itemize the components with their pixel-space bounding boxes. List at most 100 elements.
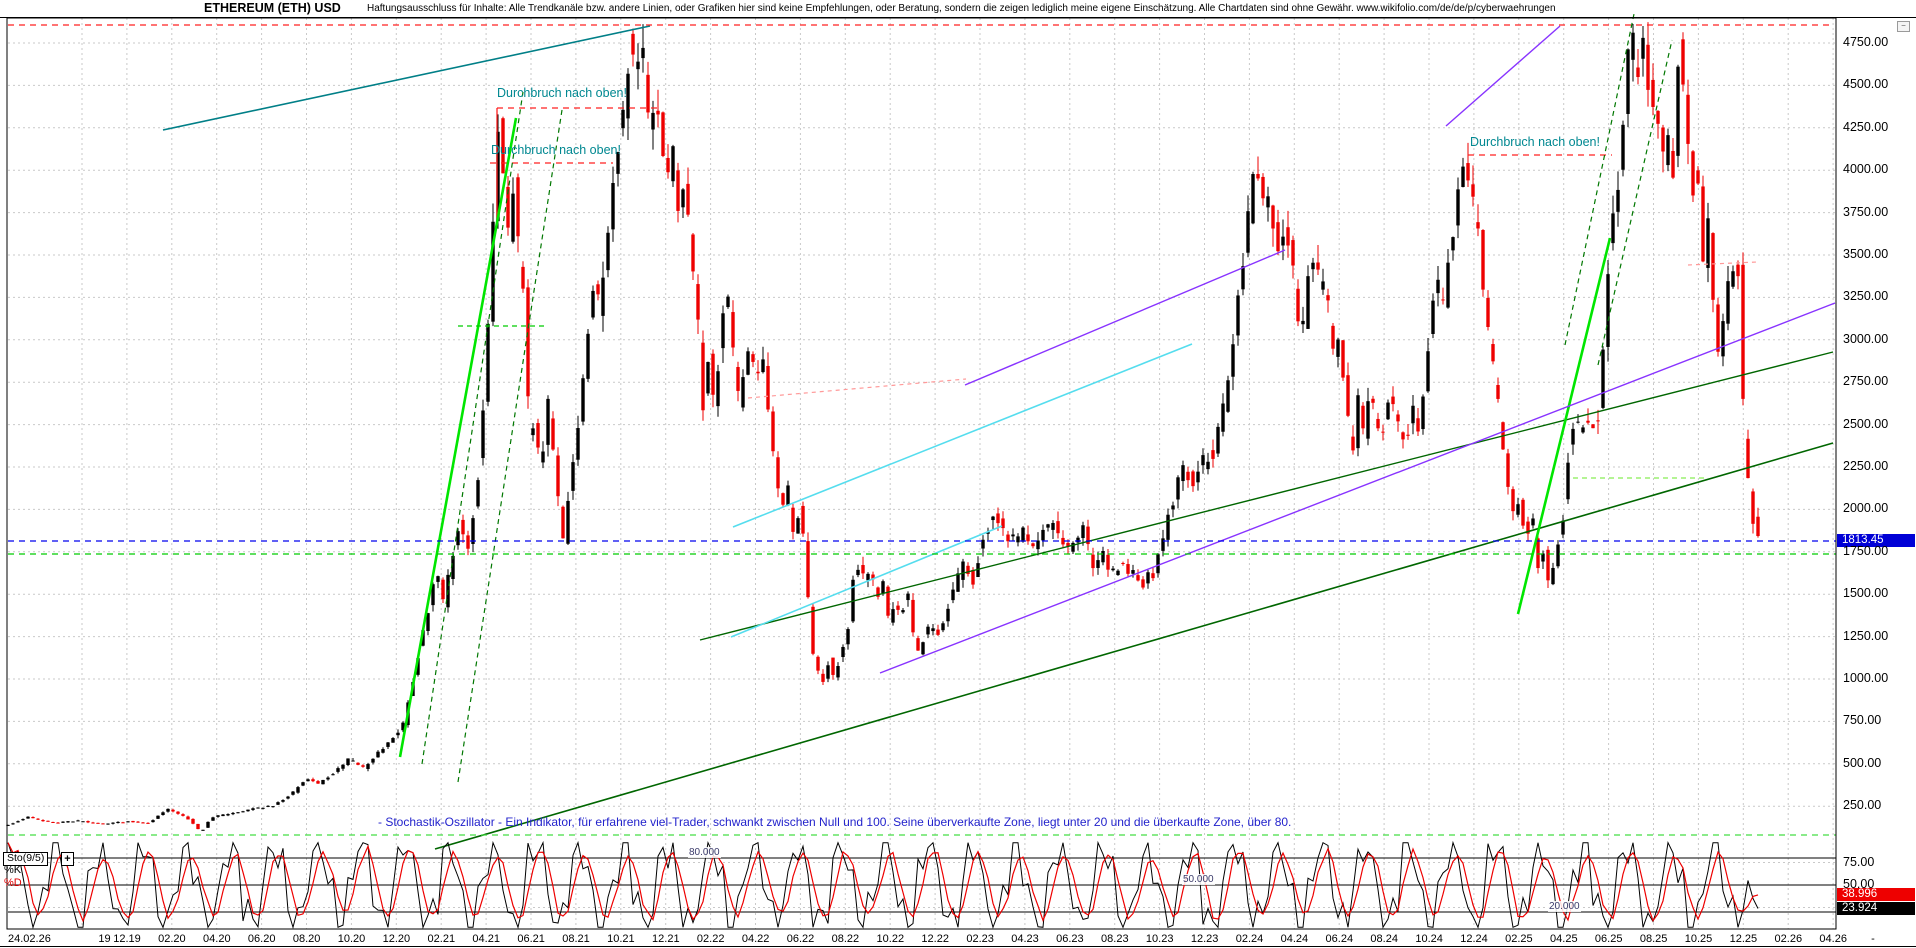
percent-k-label: %K <box>4 864 22 876</box>
breakout-annotation-1: Durchbruch nach oben! <box>497 86 627 100</box>
x-axis-label: 02.25 <box>1505 933 1533 945</box>
add-indicator-button[interactable]: + <box>61 852 74 866</box>
x-axis-label: 12.20 <box>382 933 411 945</box>
oscillator-tick-label: 50.00 <box>1843 877 1875 891</box>
page-title: ETHEREUM (ETH) USD <box>204 1 341 15</box>
percent-d-line <box>7 842 1759 923</box>
x-axis-label: 08.25 <box>1639 933 1668 945</box>
x-axis-label: 04.24 <box>1280 933 1309 945</box>
x-axis-label: 08.20 <box>292 933 321 945</box>
price-tick-label: 1750.00 <box>1843 543 1889 558</box>
x-axis-label: - <box>1871 933 1875 945</box>
oscillator-tick-label: 75.00 <box>1843 854 1875 869</box>
channel-2025-b <box>1597 39 1673 366</box>
lime-trend-2021 <box>398 117 518 758</box>
x-axis-label: 08.23 <box>1101 933 1129 945</box>
price-tick-label: 1500.00 <box>1843 586 1889 601</box>
disclaimer-text: Haftungsausschluss für Inhalte: Alle Tre… <box>367 3 1556 14</box>
x-axis-label: 06.21 <box>517 933 545 945</box>
x-axis-label: 02.24 <box>1235 933 1264 945</box>
x-axis-label: 12.25 <box>1729 933 1758 945</box>
x-axis-label: 12.21 <box>652 933 680 945</box>
price-tick-label: 1000.00 <box>1843 671 1889 685</box>
current-price-badge: 1813.45 <box>1837 534 1915 547</box>
x-axis-label: 02.20 <box>158 933 186 945</box>
support-mid <box>699 351 1834 641</box>
threshold-label-20.000: 20.000 <box>1548 901 1581 912</box>
channel-2021-a <box>421 91 524 765</box>
price-tick-label: 250.00 <box>1843 798 1882 813</box>
channel-2025-a <box>1564 13 1635 346</box>
breakout-annotation-3: Durchbruch nach oben! <box>1470 135 1600 149</box>
x-axis-label: 06.22 <box>786 933 815 945</box>
x-axis-label: 06.23 <box>1056 933 1084 945</box>
stochastic-description: - Stochastik-Oszillator - Ein Indikator,… <box>378 815 1292 829</box>
price-tick-label: 4500.00 <box>1843 77 1889 92</box>
x-axis-label: 08.21 <box>562 933 590 945</box>
x-axis-label: 08.22 <box>831 933 860 945</box>
x-axis-label: 04.20 <box>203 933 231 945</box>
x-axis-label: 10.23 <box>1145 933 1174 945</box>
price-tick-label: 2750.00 <box>1843 374 1889 389</box>
cyan-channel-a <box>732 343 1193 528</box>
stochastic-indicator-label[interactable]: Sto(9/5) <box>3 852 49 866</box>
pink-level-b <box>747 378 967 399</box>
pink-level-a <box>1687 261 1758 266</box>
price-tick-label: 2250.00 <box>1843 459 1889 473</box>
x-axis-label: 02.22 <box>696 933 725 945</box>
price-tick-label: 4000.00 <box>1843 162 1889 177</box>
x-axis-label: 10.24 <box>1415 933 1443 945</box>
chart-frame <box>0 17 1916 947</box>
x-axis-label: 04.21 <box>472 933 500 945</box>
x-axis-label: 06.20 <box>247 933 276 945</box>
percent-k-line <box>7 840 1759 930</box>
x-axis-label: 02.26 <box>1774 933 1803 945</box>
x-axis-label: 04.26 <box>1819 933 1847 945</box>
x-axis-label: 12.23 <box>1190 933 1219 945</box>
breakout-annotation-2: Durchbruch nach oben! <box>491 143 621 157</box>
price-tick-label: 500.00 <box>1843 755 1882 770</box>
x-axis-label: 12.24 <box>1460 933 1488 945</box>
price-tick-label: 4250.00 <box>1843 119 1889 134</box>
x-axis-label: 10.21 <box>607 933 635 945</box>
channel-2021-b <box>457 109 563 783</box>
stochastic-d-value-badge: 23.924 <box>1837 902 1915 915</box>
minimize-icon[interactable]: − <box>1897 21 1910 32</box>
threshold-label-80.000: 80.000 <box>688 847 721 858</box>
violet-long <box>879 302 1836 674</box>
teal-trendline <box>162 25 651 131</box>
x-axis-label: 12.22 <box>921 933 949 945</box>
stochastic-k-value-badge: 38.996 <box>1837 888 1915 901</box>
x-axis-label: 10.20 <box>337 933 366 945</box>
support-long <box>434 442 1834 850</box>
x-axis-label: 24.02.26 <box>8 933 51 945</box>
x-axis: 24.02.26 19 12.19 02.20 04.20 06.20 08.20 10.20… <box>0 933 1916 948</box>
x-axis-label: 08.24 <box>1370 933 1398 945</box>
violet-top <box>1445 25 1561 127</box>
percent-d-label: %D <box>4 877 22 889</box>
trend-lines <box>8 13 1836 850</box>
x-axis-label: 10.25 <box>1684 933 1713 945</box>
x-axis-label: 02.21 <box>427 933 456 945</box>
x-axis-label: 02.23 <box>966 933 994 945</box>
price-tick-label: 3750.00 <box>1843 204 1889 219</box>
x-axis-label: 10.22 <box>876 933 905 945</box>
threshold-label-50.000: 50.000 <box>1182 874 1215 885</box>
x-axis-label: 06.24 <box>1325 933 1354 945</box>
price-tick-label: 3250.00 <box>1843 289 1889 304</box>
grid <box>8 18 1836 929</box>
price-tick-label: 750.00 <box>1843 713 1882 728</box>
x-axis-label: 04.22 <box>741 933 770 945</box>
stochastic-oscillator <box>7 840 1836 930</box>
x-axis-label: 19 <box>98 933 111 945</box>
price-tick-label: 2000.00 <box>1843 501 1889 516</box>
lime-trend-2025 <box>1516 237 1612 615</box>
price-tick-label: 1250.00 <box>1843 628 1889 643</box>
price-tick-label: 2500.00 <box>1843 416 1889 431</box>
x-axis-label: 04.23 <box>1011 933 1039 945</box>
cyan-channel-b <box>730 525 1003 638</box>
price-tick-label: 4750.00 <box>1843 35 1889 49</box>
price-tick-label: 3000.00 <box>1843 331 1889 346</box>
